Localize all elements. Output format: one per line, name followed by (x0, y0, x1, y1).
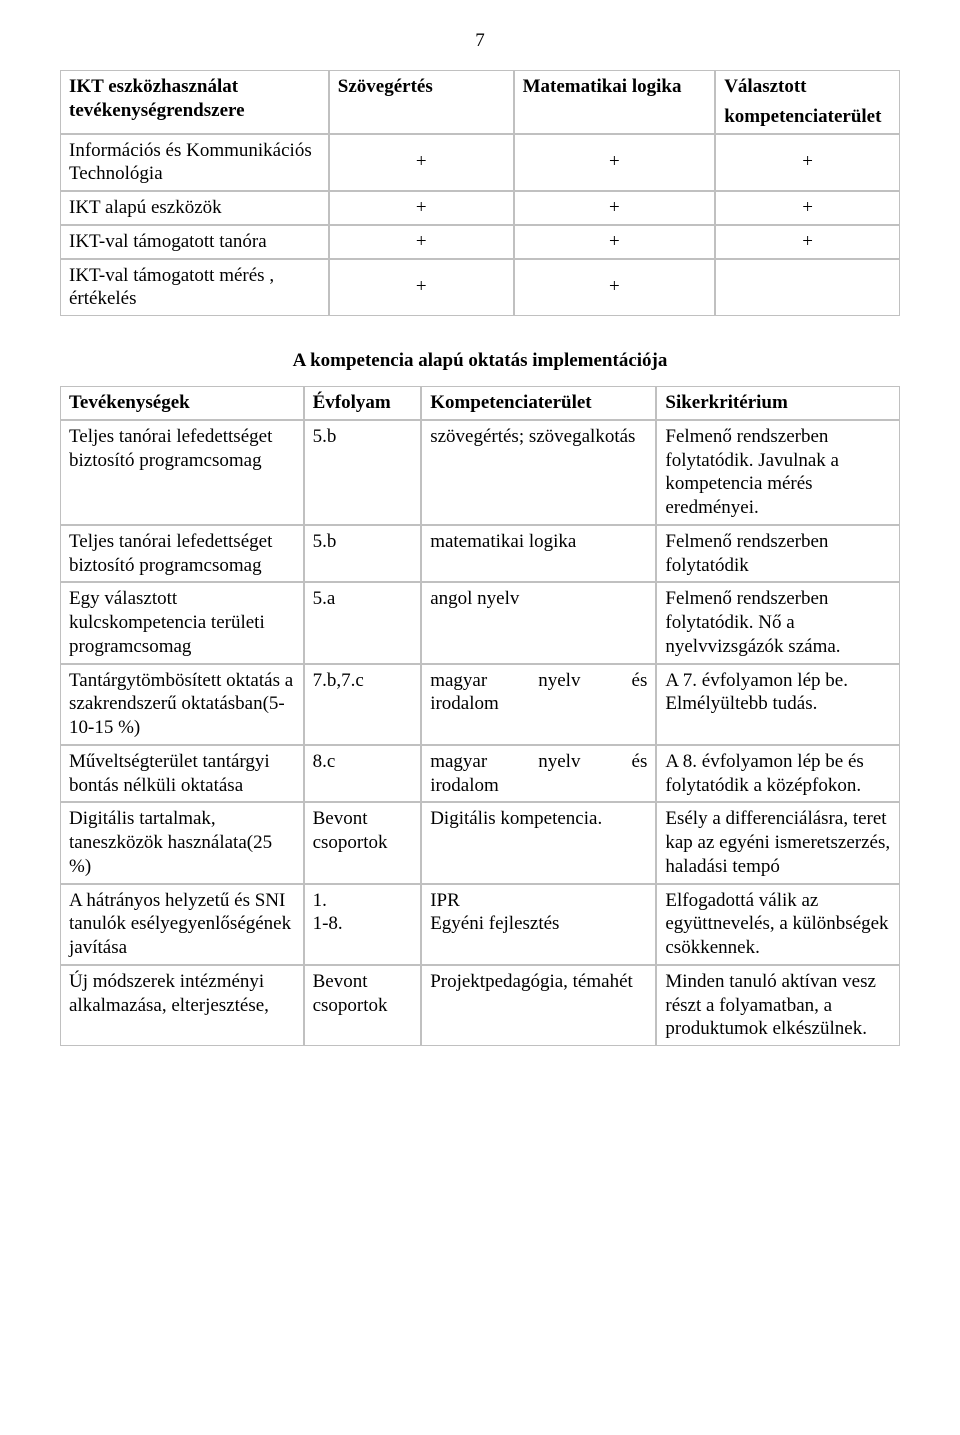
table-row: Digitális tartalmak, taneszközök használ… (60, 802, 900, 883)
row-label: IKT-val támogatott tanóra (60, 225, 329, 259)
activity-cell: Teljes tanórai lefedettséget biztosító p… (60, 525, 304, 583)
criterion-cell: A 7. évfolyamon lép be. Elmélyültebb tud… (656, 664, 900, 745)
activity-cell: Tantárgytömbösített oktatás a szakrendsz… (60, 664, 304, 745)
table-row: Teljes tanórai lefedettséget biztosító p… (60, 525, 900, 583)
table-row: Tantárgytömbösített oktatás a szakrendsz… (60, 664, 900, 745)
header-cell: IKT eszközhasználat tevékenységrendszere (60, 70, 329, 134)
criterion-cell: Felmenő rendszerben folytatódik (656, 525, 900, 583)
cell-value (715, 259, 900, 317)
area-cell: szövegértés; szövegalkotás (421, 420, 656, 525)
grade-cell: 5.b (304, 420, 422, 525)
area-cell: Projektpedagógia, témahét (421, 965, 656, 1046)
cell-value: + (514, 225, 716, 259)
area-cell: IPR Egyéni fejlesztés (421, 884, 656, 965)
area-line: Egyéni fejlesztés (430, 912, 647, 936)
table-row: Információs és Kommunikációs Technológia… (60, 134, 900, 192)
table-row: Műveltségterület tantárgyi bontás nélkül… (60, 745, 900, 803)
header-cell: Tevékenységek (60, 386, 304, 420)
activity-cell: Új módszerek intézményi alkalmazása, elt… (60, 965, 304, 1046)
competence-table: Tevékenységek Évfolyam Kompetenciaterüle… (60, 386, 900, 1046)
area-word: magyar (430, 669, 487, 693)
cell-value: + (329, 134, 514, 192)
area-word: és (632, 750, 648, 774)
criterion-cell: A 8. évfolyamon lép be és folytatódik a … (656, 745, 900, 803)
table-row: A hátrányos helyzetű és SNI tanulók esél… (60, 884, 900, 965)
grade-line: 1-8. (313, 912, 413, 936)
cell-value: + (329, 191, 514, 225)
header-cell: Matematikai logika (514, 70, 716, 134)
header-cell: Szövegértés (329, 70, 514, 134)
criterion-cell: Esély a differenciálásra, teret kap az e… (656, 802, 900, 883)
activity-cell: Műveltségterület tantárgyi bontás nélkül… (60, 745, 304, 803)
cell-value: + (715, 134, 900, 192)
criterion-cell: Felmenő rendszerben folytatódik. Javulna… (656, 420, 900, 525)
header-cell: Kompetenciaterület (421, 386, 656, 420)
cell-value: + (514, 259, 716, 317)
criterion-cell: Minden tanuló aktívan vesz részt a folya… (656, 965, 900, 1046)
area-word: magyar (430, 750, 487, 774)
area-word: irodalom (430, 774, 647, 798)
page-number: 7 (60, 30, 900, 52)
grade-line: 1. (313, 889, 413, 913)
area-cell: Digitális kompetencia. (421, 802, 656, 883)
header-cell: Sikerkritérium (656, 386, 900, 420)
area-word: nyelv (538, 669, 580, 693)
grade-cell: Bevont csoportok (304, 965, 422, 1046)
activity-cell: A hátrányos helyzetű és SNI tanulók esél… (60, 884, 304, 965)
activity-cell: Digitális tartalmak, taneszközök használ… (60, 802, 304, 883)
table-row: Egy választott kulcskompetencia területi… (60, 582, 900, 663)
ikt-table: IKT eszközhasználat tevékenységrendszere… (60, 70, 900, 316)
cell-value: + (715, 225, 900, 259)
row-label: IKT-val támogatott mérés , értékelés (60, 259, 329, 317)
criterion-cell: Elfogadottá válik az együttnevelés, a kü… (656, 884, 900, 965)
table-row: Teljes tanórai lefedettséget biztosító p… (60, 420, 900, 525)
area-line: IPR (430, 889, 647, 913)
table-row: IKT alapú eszközök + + + (60, 191, 900, 225)
area-word: irodalom (430, 692, 647, 716)
table-row: IKT-val támogatott tanóra + + + (60, 225, 900, 259)
area-cell: magyar nyelv és irodalom (421, 664, 656, 745)
grade-cell: 5.a (304, 582, 422, 663)
grade-cell: Bevont csoportok (304, 802, 422, 883)
header-cell: Választott kompetenciaterület (715, 70, 900, 134)
cell-value: + (715, 191, 900, 225)
table-row: IKT-val támogatott mérés , értékelés + + (60, 259, 900, 317)
area-word: nyelv (538, 750, 580, 774)
area-cell: angol nyelv (421, 582, 656, 663)
table-row: Új módszerek intézményi alkalmazása, elt… (60, 965, 900, 1046)
row-label: Információs és Kommunikációs Technológia (60, 134, 329, 192)
cell-value: + (329, 259, 514, 317)
grade-cell: 8.c (304, 745, 422, 803)
grade-cell: 7.b,7.c (304, 664, 422, 745)
grade-cell: 1. 1-8. (304, 884, 422, 965)
table-header-row: Tevékenységek Évfolyam Kompetenciaterüle… (60, 386, 900, 420)
table-header-row: IKT eszközhasználat tevékenységrendszere… (60, 70, 900, 134)
area-word: és (632, 669, 648, 693)
header-text: Választott (724, 75, 891, 99)
cell-value: + (329, 225, 514, 259)
activity-cell: Teljes tanórai lefedettséget biztosító p… (60, 420, 304, 525)
area-cell: magyar nyelv és irodalom (421, 745, 656, 803)
criterion-cell: Felmenő rendszerben folytatódik. Nő a ny… (656, 582, 900, 663)
header-text: kompetenciaterület (724, 105, 891, 129)
section-title: A kompetencia alapú oktatás implementáci… (60, 350, 900, 372)
header-cell: Évfolyam (304, 386, 422, 420)
cell-value: + (514, 191, 716, 225)
grade-cell: 5.b (304, 525, 422, 583)
cell-value: + (514, 134, 716, 192)
activity-cell: Egy választott kulcskompetencia területi… (60, 582, 304, 663)
page: 7 IKT eszközhasználat tevékenységrendsze… (0, 0, 960, 1086)
row-label: IKT alapú eszközök (60, 191, 329, 225)
area-cell: matematikai logika (421, 525, 656, 583)
